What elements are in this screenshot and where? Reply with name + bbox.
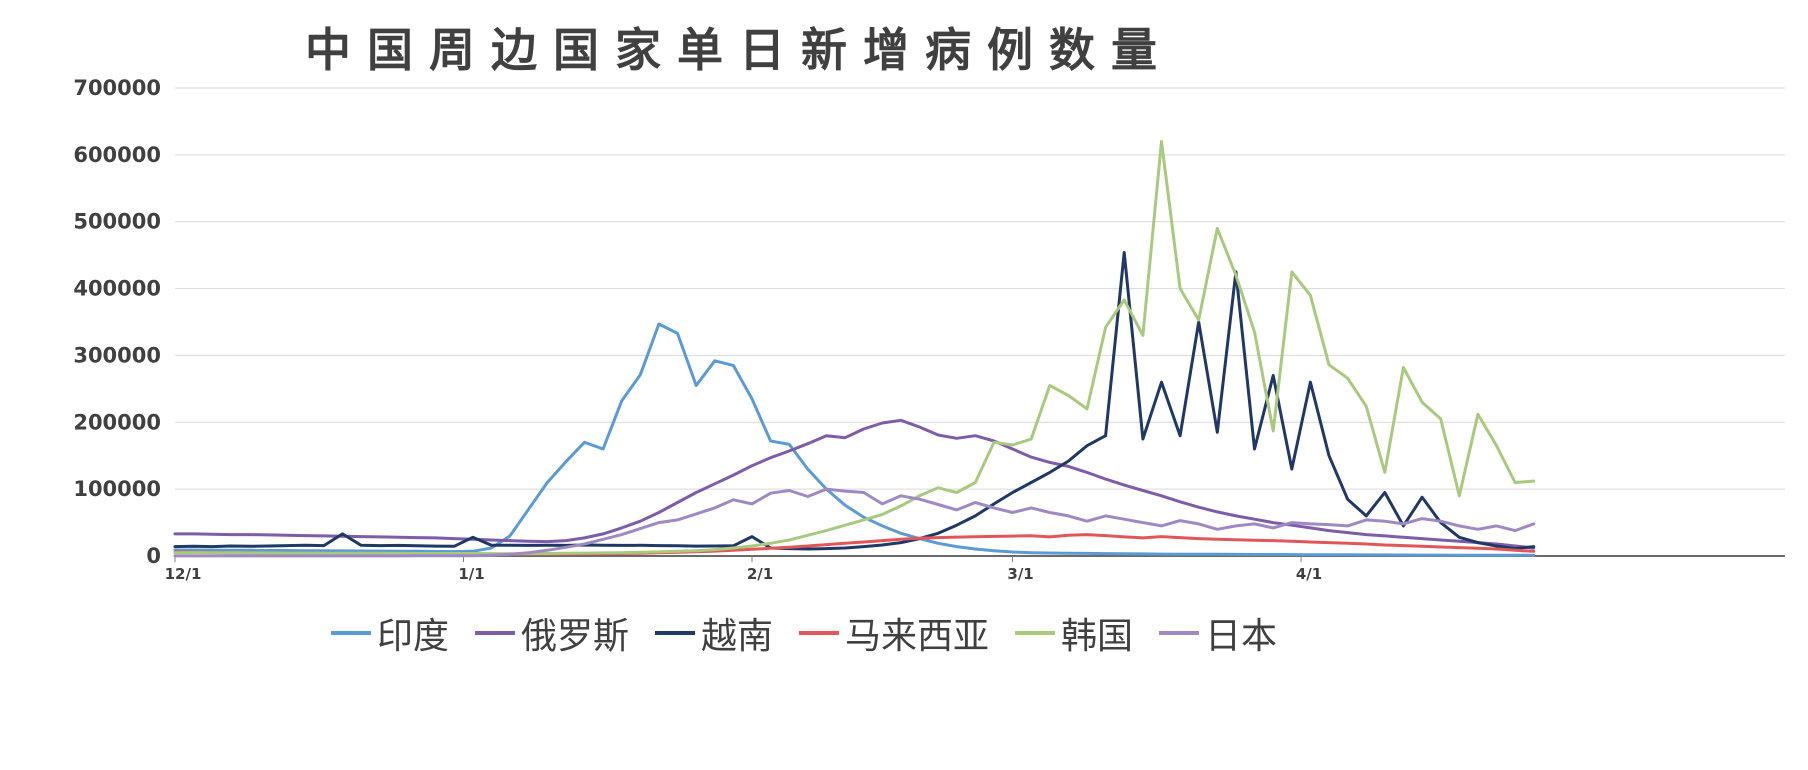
legend-label-vietnam: 越南 xyxy=(700,616,773,657)
chart-title: 中国周边国家单日新增病例数量 xyxy=(305,23,1173,77)
y-axis-label-700000: 700000 xyxy=(73,76,161,100)
y-axis-label-0: 0 xyxy=(146,544,161,568)
x-axis-label-2/1: 2/1 xyxy=(747,565,773,583)
legend-item-india: 印度 xyxy=(330,607,449,659)
y-axis-label-500000: 500000 xyxy=(73,210,161,234)
x-axis-label-3/1: 3/1 xyxy=(1007,565,1033,583)
y-axis-label-400000: 400000 xyxy=(73,277,161,301)
legend-label-japan: 日本 xyxy=(1205,616,1278,657)
y-axis-label-100000: 100000 xyxy=(73,477,161,501)
series-line-korea xyxy=(173,140,1536,556)
legend-item-japan: 日本 xyxy=(1159,607,1277,659)
legend-label-india: 印度 xyxy=(376,616,449,657)
series-line-japan xyxy=(173,487,1536,558)
legend-item-malaysia: 马来西亚 xyxy=(799,607,989,659)
legend-swatch-vietnam xyxy=(654,631,695,635)
series-line-russia xyxy=(173,418,1536,550)
legend-label-malaysia: 马来西亚 xyxy=(845,616,990,657)
series-line-india xyxy=(173,322,1536,557)
legend-item-russia: 俄罗斯 xyxy=(474,607,629,659)
x-axis-label-1/1: 1/1 xyxy=(458,565,484,583)
x-axis-label-12/1: 12/1 xyxy=(165,565,202,583)
legend-swatch-india xyxy=(330,631,371,635)
y-axis-label-600000: 600000 xyxy=(73,143,161,167)
legend-swatch-russia xyxy=(474,631,515,635)
chart-legend: 印度 俄罗斯 越南 马来西亚 韩国 日本 xyxy=(0,598,1708,668)
legend-swatch-korea xyxy=(1015,631,1056,635)
legend-item-vietnam: 越南 xyxy=(654,607,773,659)
legend-label-korea: 韩国 xyxy=(1061,616,1134,657)
legend-label-russia: 俄罗斯 xyxy=(520,616,629,657)
y-axis-label-300000: 300000 xyxy=(73,343,161,367)
legend-swatch-malaysia xyxy=(799,631,839,635)
y-axis-label-200000: 200000 xyxy=(73,410,161,434)
legend-swatch-japan xyxy=(1159,631,1200,635)
x-axis-label-4/1: 4/1 xyxy=(1296,565,1322,583)
series-line-vietnam xyxy=(173,251,1536,551)
legend-item-korea: 韩国 xyxy=(1015,607,1133,659)
